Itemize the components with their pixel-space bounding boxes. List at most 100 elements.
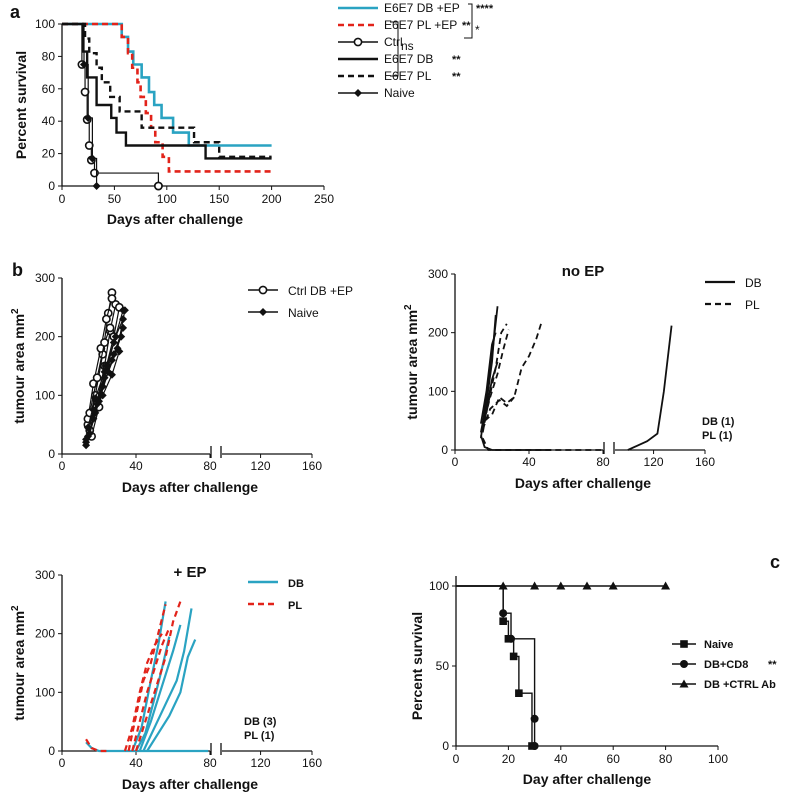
series-point bbox=[100, 338, 109, 347]
legend-label: DB +CTRL Ab bbox=[704, 679, 776, 691]
x-tick-label: 40 bbox=[522, 455, 536, 469]
legend-label: PL bbox=[745, 298, 760, 312]
y-tick-label: 100 bbox=[429, 579, 449, 593]
y-axis-label-sup: 2 bbox=[403, 304, 414, 310]
series-line bbox=[127, 604, 167, 752]
series-line bbox=[62, 22, 272, 159]
bracket-ns bbox=[390, 21, 399, 77]
y-axis-label-text: tumour area mm bbox=[11, 314, 27, 424]
series-point bbox=[80, 60, 89, 69]
chart-title: no EP bbox=[562, 263, 605, 280]
series-point bbox=[120, 306, 129, 315]
series-line bbox=[456, 585, 538, 747]
legend-stars: ** bbox=[452, 71, 461, 83]
series-point bbox=[89, 406, 98, 414]
series-line bbox=[89, 327, 111, 414]
series-point bbox=[98, 391, 107, 400]
legend-label: DB bbox=[745, 276, 762, 290]
legend-stars: ** bbox=[768, 659, 777, 671]
x-tick-label: 150 bbox=[209, 192, 229, 206]
x-tick-label: 0 bbox=[452, 455, 459, 469]
chart-a: 0 50 100 150 200 250 0 20 40 60 80 100 Days after ch… bbox=[13, 1, 494, 227]
legend-marker bbox=[354, 89, 362, 97]
x-tick-label: 0 bbox=[59, 459, 66, 473]
y-axis-label: tumour area mm2 bbox=[10, 605, 27, 721]
chart-title: + EP bbox=[174, 564, 207, 581]
y-tick-label: 100 bbox=[428, 384, 448, 398]
series-line bbox=[138, 624, 182, 752]
series-point bbox=[154, 181, 163, 191]
y-tick-label: 40 bbox=[42, 114, 56, 128]
series-line bbox=[62, 22, 272, 147]
series-line bbox=[146, 639, 197, 752]
y-tick-label: 100 bbox=[35, 685, 55, 699]
x-tick-label: 120 bbox=[251, 756, 271, 770]
series-line bbox=[481, 329, 510, 427]
legend-marker bbox=[258, 285, 268, 295]
x-tick-label: 40 bbox=[129, 459, 143, 473]
y-tick-label: 80 bbox=[42, 49, 56, 63]
series-point bbox=[507, 634, 516, 643]
series-line bbox=[135, 636, 171, 752]
sig-star: * bbox=[475, 23, 480, 37]
legend-marker bbox=[353, 37, 363, 47]
chart-b-ctrl: 0 40 80 120 160 0 100 200 300 Days after challeng… bbox=[10, 271, 353, 495]
x-axis-label: Days after challenge bbox=[515, 475, 651, 491]
legend-stars: **** bbox=[476, 3, 494, 15]
x-tick-label: 100 bbox=[157, 192, 177, 206]
series-line bbox=[480, 435, 552, 451]
y-axis-label: tumour area mm2 bbox=[10, 308, 27, 424]
y-tick-label: 300 bbox=[35, 568, 55, 582]
y-tick-label: 60 bbox=[42, 82, 56, 96]
legend-marker bbox=[679, 679, 689, 688]
series-line bbox=[627, 325, 673, 451]
x-axis-label: Days after challenge bbox=[122, 776, 258, 792]
legend-label: Naive bbox=[704, 639, 733, 651]
series-line bbox=[131, 627, 171, 752]
y-tick-label: 20 bbox=[42, 147, 56, 161]
series-point bbox=[111, 332, 120, 341]
y-axis-label-sup: 2 bbox=[10, 308, 21, 314]
y-tick-label: 200 bbox=[35, 330, 55, 344]
bracket-star bbox=[464, 3, 473, 39]
annotation: PL (1) bbox=[702, 430, 733, 442]
legend-label: Ctrl bbox=[384, 35, 403, 49]
series-point bbox=[107, 370, 116, 379]
x-tick-label: 80 bbox=[596, 455, 610, 469]
series-point bbox=[107, 294, 117, 303]
legend-label: DB bbox=[288, 578, 304, 590]
series-point bbox=[84, 141, 94, 150]
legend-stars: ** bbox=[462, 20, 471, 32]
series-line bbox=[484, 320, 543, 422]
x-tick-label: 120 bbox=[644, 455, 664, 469]
x-tick-label: 120 bbox=[251, 459, 271, 473]
legend-marker bbox=[259, 308, 267, 316]
series-point bbox=[82, 435, 91, 444]
x-tick-label: 40 bbox=[129, 756, 143, 770]
legend-label: E6E7 DB bbox=[384, 52, 433, 66]
series-point bbox=[582, 581, 592, 590]
y-axis-label: Percent survival bbox=[409, 612, 425, 720]
y-tick-label: 200 bbox=[428, 326, 448, 340]
series-point bbox=[84, 113, 93, 122]
series-line bbox=[481, 396, 515, 430]
x-tick-label: 20 bbox=[502, 752, 516, 766]
y-tick-label: 100 bbox=[35, 388, 55, 402]
series-line bbox=[481, 323, 508, 433]
x-tick-label: 40 bbox=[554, 752, 568, 766]
annotation: DB (3) bbox=[244, 716, 277, 728]
series-point bbox=[515, 689, 523, 697]
chart-b-plus-ep: 0 40 80 120 160 0 100 200 300 Days after challeng… bbox=[10, 564, 322, 792]
series-point bbox=[661, 581, 671, 590]
series-point bbox=[82, 441, 91, 450]
x-axis-label: Day after challenge bbox=[523, 771, 652, 787]
series-point bbox=[115, 347, 124, 356]
x-tick-label: 160 bbox=[302, 459, 322, 473]
legend-marker bbox=[680, 660, 688, 668]
x-tick-label: 60 bbox=[607, 752, 621, 766]
x-tick-label: 80 bbox=[659, 752, 673, 766]
x-tick-label: 160 bbox=[695, 455, 715, 469]
y-tick-label: 200 bbox=[35, 627, 55, 641]
series-point bbox=[608, 581, 618, 590]
